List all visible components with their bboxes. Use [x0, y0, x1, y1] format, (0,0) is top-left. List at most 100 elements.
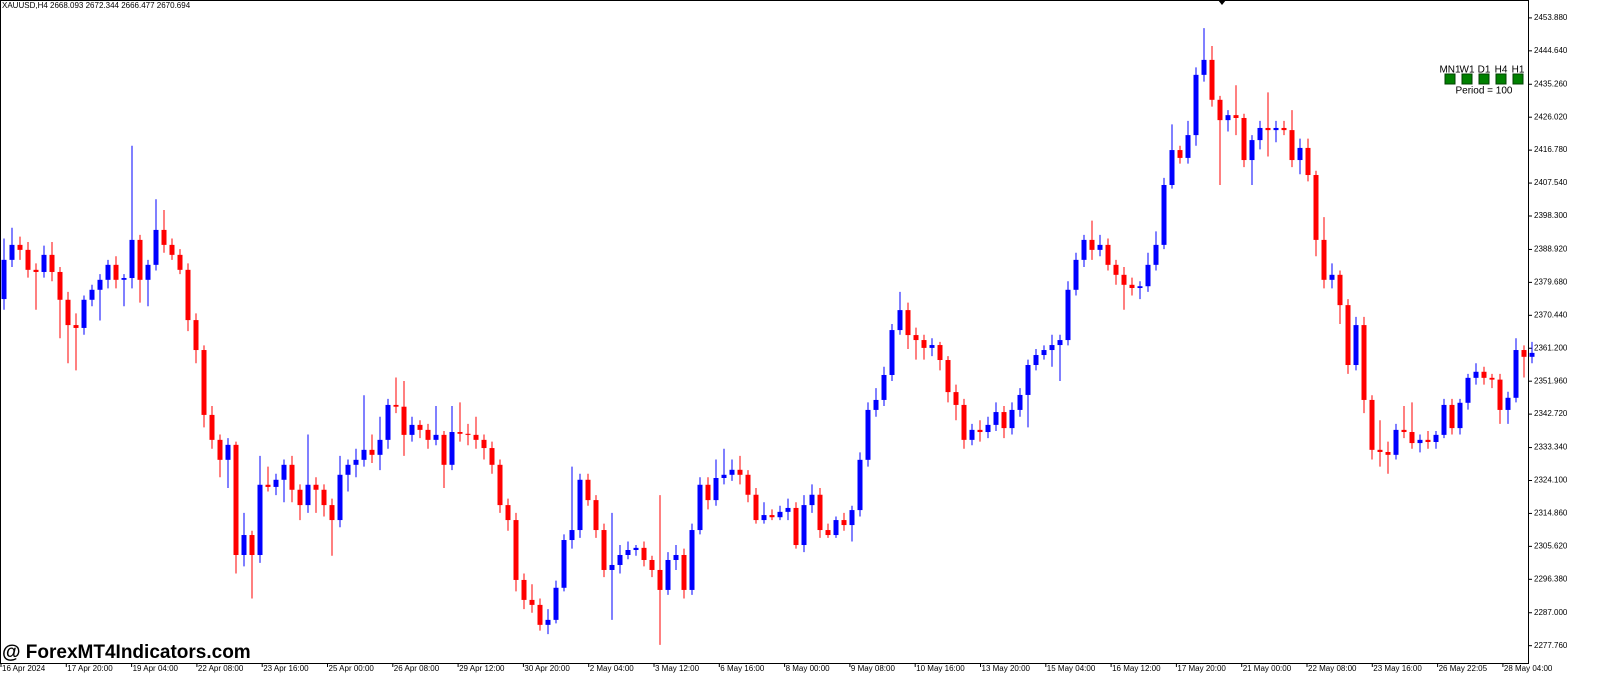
- y-tick-label: 2361.200: [1534, 343, 1568, 352]
- x-tick-label: 3 May 12:00: [655, 664, 700, 673]
- x-tick-label: 6 May 16:00: [720, 664, 765, 673]
- candle-body: [681, 554, 687, 590]
- y-tick-label: 2333.340: [1534, 443, 1568, 452]
- candle-body: [585, 479, 591, 501]
- candle-body: [1209, 59, 1215, 100]
- candle-body: [537, 604, 543, 625]
- candle-body: [1433, 434, 1439, 442]
- y-tick-label: 2277.760: [1534, 641, 1568, 650]
- y-tick-label: 2398.300: [1534, 211, 1568, 220]
- candle-body: [665, 559, 671, 590]
- candle-body: [41, 254, 47, 272]
- candle-body: [529, 599, 535, 605]
- x-tick-label: 17 May 20:00: [1177, 664, 1226, 673]
- candle-body: [881, 374, 887, 400]
- candle-body: [897, 310, 903, 331]
- candle-body: [833, 520, 839, 536]
- y-tick-label: 2314.860: [1534, 509, 1568, 518]
- candle-body: [185, 269, 191, 321]
- candle-body: [417, 424, 423, 430]
- timeframe-box: [1495, 73, 1507, 85]
- candle-body: [17, 244, 23, 250]
- candle-body: [329, 505, 335, 521]
- candle-body: [1273, 127, 1279, 131]
- candle-body: [1041, 350, 1047, 356]
- candle-body: [457, 432, 463, 434]
- candle-body: [601, 530, 607, 570]
- candle-body: [1369, 399, 1375, 450]
- candle-body: [57, 271, 63, 300]
- candle-body: [297, 489, 303, 506]
- candle-body: [1185, 135, 1191, 158]
- candle-body: [1169, 150, 1175, 185]
- candle-body: [769, 515, 775, 518]
- candle-body: [1289, 130, 1295, 161]
- candle-body: [825, 530, 831, 536]
- y-tick-label: 2296.380: [1534, 574, 1568, 583]
- candle-body: [177, 254, 183, 270]
- candle-body: [385, 404, 391, 440]
- candle-body: [521, 579, 527, 600]
- candle-body: [961, 404, 967, 440]
- y-tick-label: 2287.000: [1534, 608, 1568, 617]
- y-tick-label: 2453.880: [1534, 13, 1568, 22]
- x-tick-label: 23 May 16:00: [1373, 664, 1422, 673]
- candle-body: [1337, 274, 1343, 306]
- candle-body: [1073, 259, 1079, 290]
- candle-body: [705, 484, 711, 501]
- candle-body: [233, 444, 239, 555]
- candle-body: [161, 229, 167, 245]
- candle-body: [1193, 74, 1199, 136]
- x-tick-label: 15 May 04:00: [1047, 664, 1096, 673]
- candle-body: [905, 310, 911, 336]
- candle-body: [1105, 244, 1111, 265]
- candle-body: [1057, 340, 1063, 346]
- watermark: @ ForexMT4Indicators.com: [2, 642, 251, 663]
- candle-body: [1481, 371, 1487, 378]
- candle-body: [633, 547, 639, 551]
- candle-body: [1297, 147, 1303, 161]
- candle-body: [225, 444, 231, 460]
- candle-body: [1497, 379, 1503, 410]
- candle-body: [1121, 274, 1127, 285]
- candle-body: [953, 392, 959, 405]
- candle-body: [1265, 127, 1271, 131]
- candle-body: [713, 478, 719, 501]
- candle-body: [401, 406, 407, 435]
- candle-body: [193, 320, 199, 351]
- candle-body: [449, 432, 455, 465]
- candle-body: [249, 535, 255, 555]
- candle-body: [1505, 397, 1511, 410]
- candle-body: [313, 484, 319, 490]
- candle-body: [1465, 377, 1471, 403]
- candle-body: [209, 414, 215, 440]
- candle-body: [1321, 239, 1327, 280]
- x-tick-label: 21 May 00:00: [1243, 664, 1292, 673]
- candle-body: [481, 439, 487, 449]
- candle-body: [1529, 352, 1535, 357]
- candle-body: [1089, 239, 1095, 250]
- x-tick-label: 26 Apr 08:00: [394, 664, 440, 673]
- candle-body: [1353, 325, 1359, 366]
- candle-body: [729, 469, 735, 475]
- timeframe-label: W1: [1460, 65, 1475, 76]
- x-tick-label: 30 Apr 20:00: [524, 664, 570, 673]
- candle-body: [985, 424, 991, 433]
- candle-body: [65, 299, 71, 326]
- candle-body: [1313, 175, 1319, 240]
- timeframe-label: MN1: [1439, 65, 1461, 76]
- candle-body: [513, 520, 519, 580]
- candle-body: [1049, 345, 1055, 351]
- x-tick-label: 2 May 04:00: [590, 664, 635, 673]
- candle-body: [553, 587, 559, 620]
- y-tick-label: 2379.680: [1534, 277, 1568, 286]
- candle-body: [345, 464, 351, 475]
- candle-body: [425, 429, 431, 440]
- candle-body: [993, 412, 999, 425]
- candle-body: [473, 434, 479, 440]
- y-tick-label: 2416.780: [1534, 145, 1568, 154]
- x-tick-label: 17 Apr 20:00: [67, 664, 113, 673]
- candle-body: [49, 254, 55, 272]
- x-tick-label: 28 May 04:00: [1504, 664, 1553, 673]
- timeframe-box: [1512, 73, 1524, 85]
